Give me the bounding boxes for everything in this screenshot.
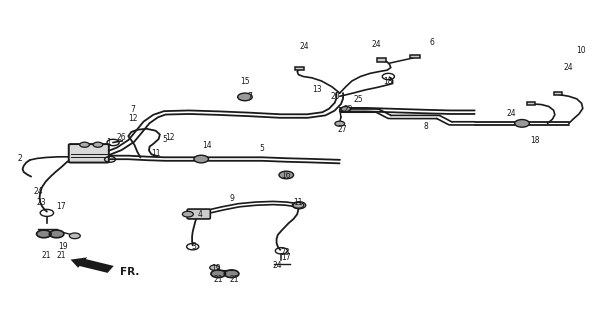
Circle shape xyxy=(335,121,345,126)
Text: 4: 4 xyxy=(197,210,202,219)
Text: 19: 19 xyxy=(58,242,68,251)
Circle shape xyxy=(80,142,90,147)
Text: 27: 27 xyxy=(337,125,347,134)
Text: FR.: FR. xyxy=(120,268,139,277)
Text: 5: 5 xyxy=(163,135,167,144)
Circle shape xyxy=(515,120,529,127)
Bar xyxy=(554,92,562,95)
Text: 1: 1 xyxy=(107,138,111,147)
Text: 17: 17 xyxy=(281,253,291,262)
Text: 7: 7 xyxy=(247,92,252,101)
Text: 13: 13 xyxy=(312,85,322,94)
Circle shape xyxy=(293,202,304,208)
Text: 21: 21 xyxy=(214,275,223,284)
Text: 8: 8 xyxy=(424,122,428,131)
Circle shape xyxy=(182,211,193,217)
Polygon shape xyxy=(71,257,114,273)
Circle shape xyxy=(49,230,64,238)
Text: 12: 12 xyxy=(165,133,174,142)
FancyBboxPatch shape xyxy=(69,144,109,163)
Text: 21: 21 xyxy=(41,251,51,260)
Text: 18: 18 xyxy=(530,136,540,145)
Text: 23: 23 xyxy=(37,197,46,206)
Text: 16: 16 xyxy=(281,172,291,180)
Text: 26: 26 xyxy=(116,133,126,142)
Circle shape xyxy=(37,230,51,238)
Circle shape xyxy=(69,233,80,239)
Text: 2: 2 xyxy=(18,154,23,163)
Text: 24: 24 xyxy=(564,63,574,72)
Text: 14: 14 xyxy=(202,141,212,150)
Text: 24: 24 xyxy=(371,40,381,49)
Text: 18: 18 xyxy=(384,77,393,86)
Bar xyxy=(410,54,420,58)
Text: 21: 21 xyxy=(230,275,239,284)
Text: 24: 24 xyxy=(33,188,43,196)
Text: 3: 3 xyxy=(191,242,196,251)
Text: 12: 12 xyxy=(128,114,138,123)
Circle shape xyxy=(341,107,351,112)
Text: 24: 24 xyxy=(300,42,309,52)
Text: 24: 24 xyxy=(272,261,282,270)
Bar xyxy=(527,102,535,105)
Text: 7: 7 xyxy=(131,105,136,114)
Bar xyxy=(376,58,385,61)
Text: 15: 15 xyxy=(240,77,250,86)
Text: 11: 11 xyxy=(294,197,303,206)
Text: 24: 24 xyxy=(506,109,516,118)
Circle shape xyxy=(224,270,239,277)
Text: 17: 17 xyxy=(57,202,66,211)
Circle shape xyxy=(238,93,252,101)
Text: 11: 11 xyxy=(151,149,160,158)
Text: 22: 22 xyxy=(343,105,353,114)
Text: 25: 25 xyxy=(353,95,363,104)
Text: 21: 21 xyxy=(57,251,66,260)
Text: 10: 10 xyxy=(576,45,586,55)
Circle shape xyxy=(279,171,294,179)
Circle shape xyxy=(194,155,208,163)
Text: 6: 6 xyxy=(430,38,435,47)
Text: 23: 23 xyxy=(280,248,290,257)
Bar xyxy=(295,67,304,70)
Text: 20: 20 xyxy=(330,92,340,101)
FancyBboxPatch shape xyxy=(187,209,210,219)
Circle shape xyxy=(211,270,225,277)
Text: 19: 19 xyxy=(211,264,221,274)
Circle shape xyxy=(209,265,219,270)
Circle shape xyxy=(93,142,103,147)
Text: 5: 5 xyxy=(259,144,264,153)
Text: 9: 9 xyxy=(229,194,234,203)
